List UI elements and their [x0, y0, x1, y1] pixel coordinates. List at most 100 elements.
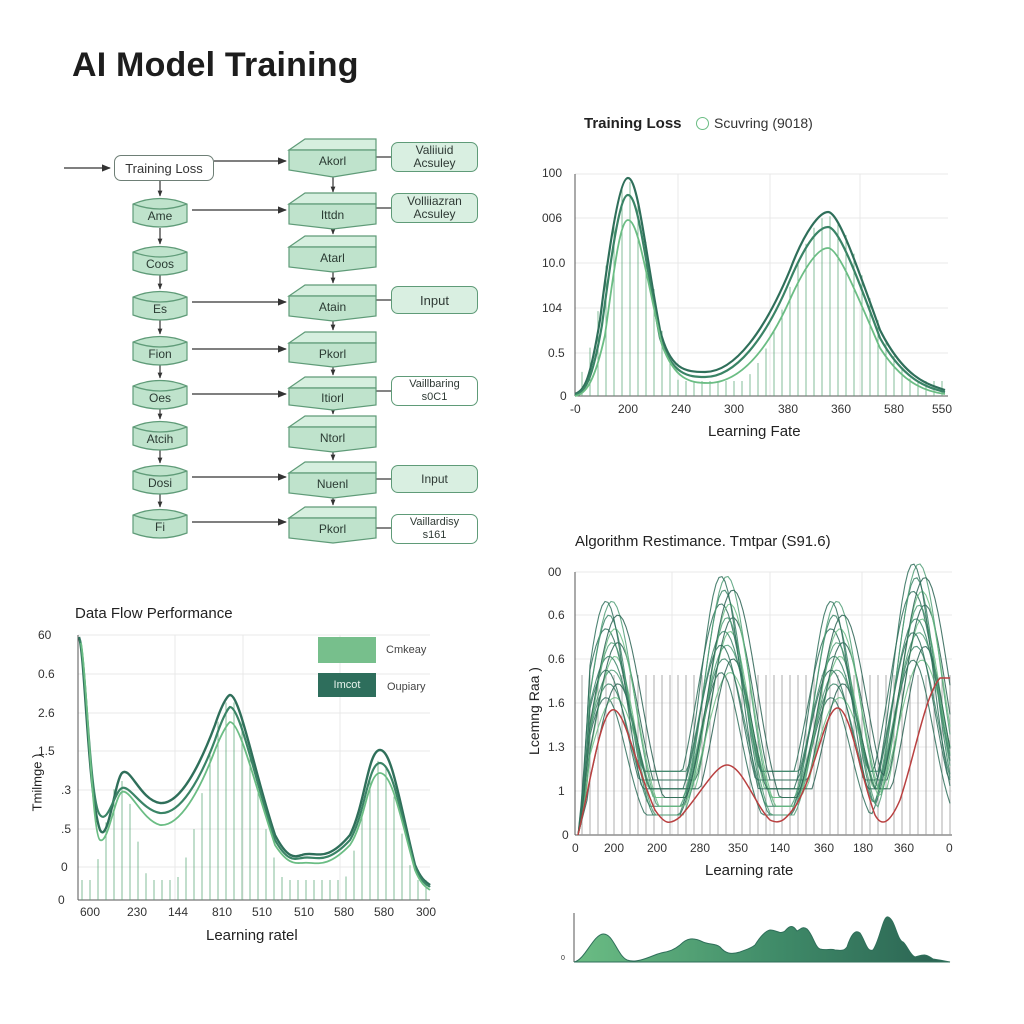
flow-node-label: Ntorl	[319, 430, 346, 445]
y-tick: .3	[61, 783, 72, 797]
x-tick: 200	[604, 841, 625, 855]
legend-swatch-dark[interactable]: Imcot	[318, 673, 376, 697]
legend-swatch-text: Imcot	[333, 679, 361, 691]
flow-side-node-validation-2[interactable]: Vaillardisy s161	[391, 514, 478, 544]
x-tick: 550	[932, 402, 953, 416]
y-tick: 1.5	[38, 744, 55, 758]
y-tick: 1	[558, 784, 565, 798]
flow-side-node-validation-accuracy[interactable]: Valiiuid Acsuley	[391, 142, 478, 172]
flow-node-left[interactable]: Coos	[133, 255, 187, 273]
x-axis-label: Learning Fate	[708, 423, 801, 440]
flow-node-center[interactable]: Atarl	[289, 249, 376, 267]
side-node-line2: s161	[422, 529, 447, 541]
flow-node-label: Akorl	[318, 153, 347, 168]
flow-node-label: Atcih	[146, 431, 174, 446]
y-tick: 0	[61, 860, 68, 874]
flow-node-left[interactable]: Fi	[133, 518, 187, 536]
x-tick: 0	[572, 841, 579, 855]
x-tick: 200	[618, 402, 639, 416]
flow-node-center[interactable]: Atain	[289, 298, 376, 316]
y-tick: 0	[561, 955, 565, 962]
side-node-line1: Valiiuid	[415, 143, 454, 157]
flow-node-label: Nuenl	[316, 476, 349, 491]
x-tick: 810	[212, 905, 233, 919]
y-tick: 0.6	[548, 608, 565, 622]
x-tick: 380	[778, 402, 799, 416]
x-tick: 230	[127, 905, 148, 919]
legend-swatch-light[interactable]	[318, 637, 376, 663]
y-tick: 60	[38, 628, 52, 642]
algorithm-performance-chart: Algorithm Restimance. Tmtpar (S91.6) 00 …	[520, 525, 980, 885]
flow-node-center[interactable]: Nuenl	[289, 475, 376, 493]
x-tick: 200	[647, 841, 668, 855]
flow-node-training-loss[interactable]: Training Loss	[114, 155, 214, 181]
legend-label: Scuvring (9018)	[714, 115, 813, 131]
x-axis-label: Learning ratel	[206, 927, 298, 944]
flow-node-center[interactable]: Ntorl	[289, 429, 376, 447]
y-tick: 006	[542, 211, 563, 225]
y-tick: 10.0	[542, 256, 566, 270]
flow-node-label: Es	[152, 301, 167, 316]
flow-node-left[interactable]: Oes	[133, 389, 187, 407]
x-tick: 300	[416, 905, 437, 919]
page-title: AI Model Training	[72, 46, 359, 84]
x-tick: 510	[252, 905, 273, 919]
flow-node-left[interactable]: Atcih	[133, 430, 187, 448]
flow-node-left[interactable]: Dosi	[133, 474, 187, 492]
y-tick: 104	[542, 301, 563, 315]
flow-node-center[interactable]: Pkorl	[289, 345, 376, 363]
x-tick: 510	[294, 905, 315, 919]
flow-node-left[interactable]: Fion	[133, 345, 187, 363]
y-axis-label: Tmilmge )	[29, 753, 45, 812]
flow-node-label: Ame	[147, 208, 173, 223]
flow-side-node-input[interactable]: Input	[391, 286, 478, 314]
training-loss-chart: Training Loss Scuvring (9018) 100 006 10…	[520, 100, 980, 450]
x-tick: 360	[831, 402, 852, 416]
y-tick: 0.5	[548, 346, 565, 360]
x-tick: 350	[728, 841, 749, 855]
y-tick: 0	[58, 893, 65, 907]
flow-node-label: Coos	[145, 256, 174, 271]
flow-node-left[interactable]: Es	[133, 300, 187, 318]
flow-diagram: Training Loss Ame Coos Es Fion Oes Atcih…	[0, 0, 520, 560]
flow-node-label: Atarl	[320, 250, 345, 265]
flow-side-node-input-2[interactable]: Input	[391, 465, 478, 493]
flow-node-label: Pkorl	[318, 346, 347, 361]
chart-legend[interactable]: Scuvring (9018)	[696, 115, 813, 131]
flow-node-left[interactable]: Ame	[133, 207, 187, 225]
chart-title: Training Loss	[584, 115, 682, 132]
flow-node-center[interactable]: Itiorl	[289, 390, 376, 406]
flow-node-label: Oes	[148, 390, 171, 405]
density-plot	[573, 913, 951, 963]
x-tick: 580	[374, 905, 395, 919]
side-node-line1: Vaillardisy	[409, 516, 460, 528]
flow-node-center[interactable]: Pkorl	[289, 520, 376, 538]
flow-node-label: Pkorl	[318, 521, 347, 536]
data-flow-performance-chart: Data Flow Performance Cmkeay Imcot Oupia…	[29, 595, 450, 955]
y-tick: 1.3	[548, 740, 565, 754]
training-loss-plot	[574, 173, 948, 397]
flow-node-label: Fi	[155, 519, 165, 534]
y-tick: 2.6	[38, 706, 55, 720]
x-tick: 240	[671, 402, 692, 416]
x-tick: 280	[690, 841, 711, 855]
legend-label: Oupiary	[387, 681, 426, 693]
legend-circle-icon	[696, 116, 709, 130]
side-node-line1: Input	[421, 471, 448, 486]
side-node-line2: Acsuley	[413, 156, 456, 170]
y-tick: 0.6	[548, 652, 565, 666]
flow-node-label: Ittdn	[320, 207, 345, 222]
x-tick: 180	[853, 841, 874, 855]
x-tick: 360	[814, 841, 835, 855]
flow-node-center[interactable]: Ittdn	[289, 206, 376, 224]
side-node-line2: Acsuley	[413, 207, 456, 221]
flow-side-node-validation-accuracy-2[interactable]: Volliiazran Acsuley	[391, 193, 478, 223]
flow-node-label: Atain	[318, 299, 347, 314]
y-tick: 100	[542, 166, 563, 180]
x-tick: 360	[894, 841, 915, 855]
flow-node-label: Dosi	[147, 475, 172, 490]
x-tick: 144	[168, 905, 189, 919]
flow-node-center[interactable]: Akorl	[289, 152, 376, 170]
y-tick: 0	[560, 389, 567, 403]
flow-side-node-validation[interactable]: Vaillbaring s0C1	[391, 376, 478, 406]
